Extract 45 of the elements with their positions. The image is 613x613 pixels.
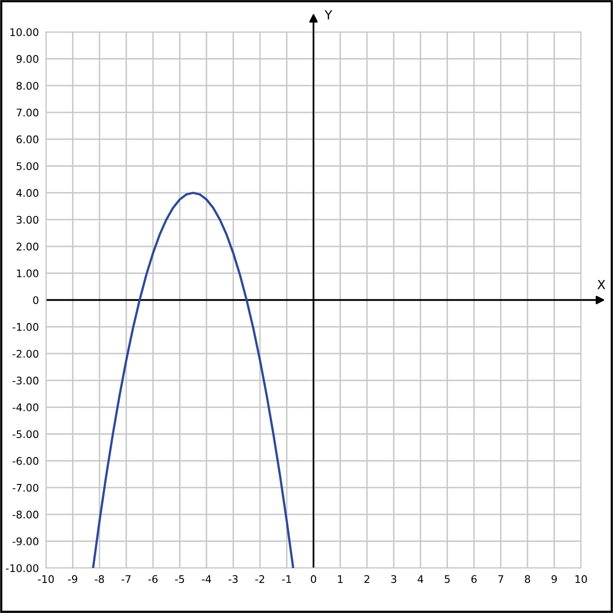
y-tick-label: -8.00 — [12, 510, 38, 519]
y-tick-label: 0 — [33, 296, 38, 304]
y-tick-label: -9.00 — [12, 537, 38, 546]
y-tick-label: -7.00 — [12, 484, 38, 492]
y-tick-label: 8.00 — [16, 82, 38, 90]
y-axis-title: Y — [324, 10, 332, 20]
x-tick-label: 9 — [552, 575, 557, 584]
x-tick-label: 2 — [364, 575, 370, 583]
x-tick-label: 4 — [418, 575, 424, 583]
x-tick-label: 5 — [444, 575, 450, 584]
x-tick-label: -10 — [38, 575, 54, 584]
x-tick-label: -1 — [282, 575, 291, 583]
x-tick-label: 1 — [338, 575, 343, 583]
x-tick-label: -9 — [68, 575, 78, 584]
x-axis-title: X — [597, 280, 606, 290]
y-tick-label: 7.00 — [16, 108, 38, 117]
x-tick-label: -5 — [175, 575, 184, 584]
y-tick-label: 9.00 — [16, 55, 38, 63]
y-tick-label: 1.00 — [17, 269, 38, 278]
y-tick-label: 4.00 — [16, 189, 38, 197]
line-series — [92, 192, 294, 568]
y-tick-label: -2.00 — [12, 350, 38, 358]
x-tick-label: -6 — [148, 575, 158, 584]
y-tick-label: -3.00 — [12, 376, 38, 385]
x-tick-label: 10 — [576, 575, 587, 584]
y-tick-label: 10.00 — [10, 28, 38, 36]
x-tick-label: 0 — [310, 575, 316, 584]
y-tick-label: -1.00 — [12, 323, 38, 331]
x-tick-label: 7 — [498, 575, 504, 583]
x-tick-label: 8 — [524, 575, 530, 584]
x-tick-label: -3 — [228, 575, 238, 584]
x-tick-label: -8 — [94, 575, 104, 584]
x-tick-label: 3 — [391, 575, 396, 584]
x-tick-label: -7 — [122, 575, 131, 583]
x-tick-label: -2 — [255, 575, 264, 583]
y-tick-label: 6.00 — [16, 135, 38, 144]
y-tick-label: -4.00 — [12, 403, 38, 412]
x-tick-label: 6 — [471, 575, 477, 584]
y-tick-label: 3.00 — [16, 216, 38, 224]
y-tick-label: -10.00 — [6, 564, 38, 572]
y-tick-label: -6.00 — [12, 457, 38, 465]
x-tick-label: -4 — [202, 575, 212, 583]
y-tick-label: -5.00 — [12, 430, 38, 438]
y-tick-label: 5.00 — [16, 162, 38, 170]
y-tick-label: 2.00 — [16, 242, 38, 251]
